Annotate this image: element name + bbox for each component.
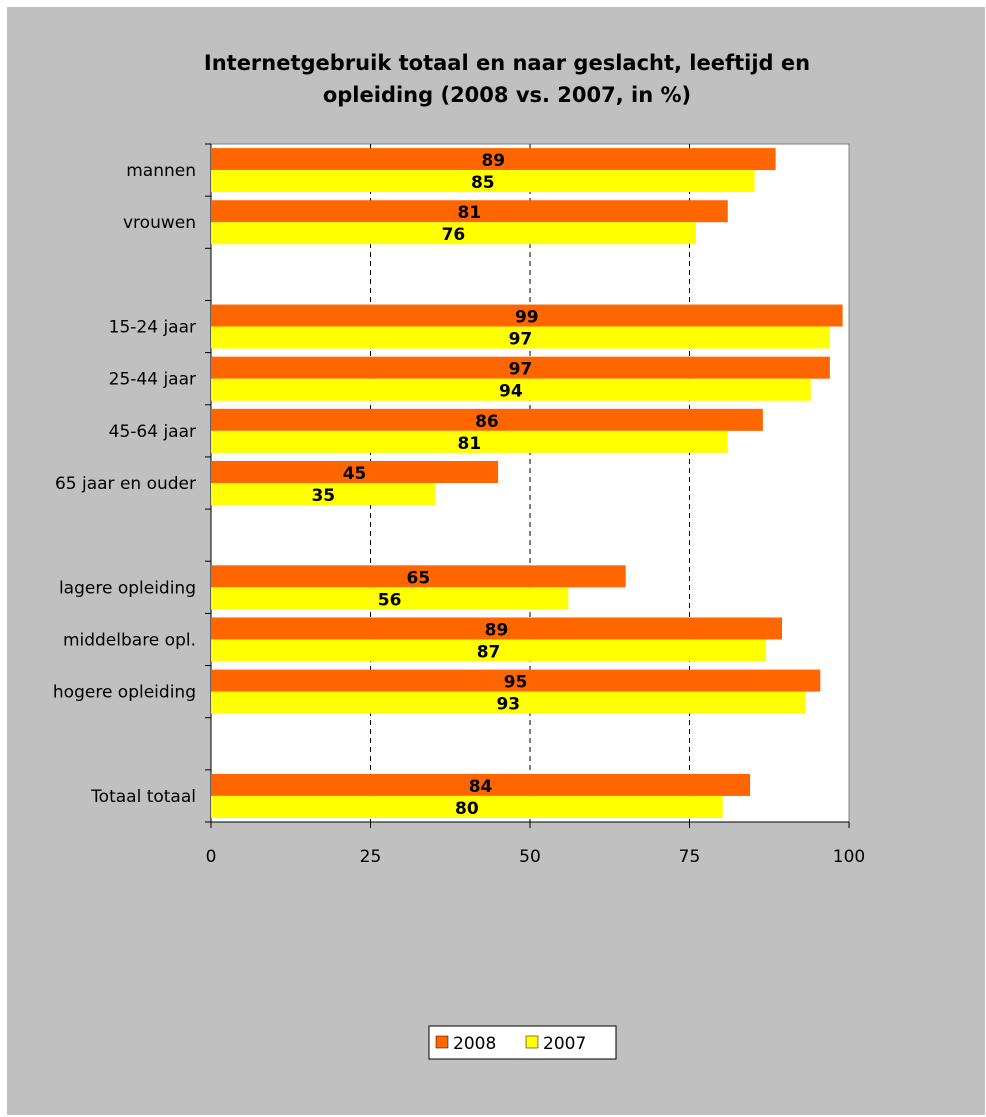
- bar-2007: [211, 691, 806, 714]
- legend-swatch-2008: [435, 1035, 449, 1049]
- chart-title-line-2: opleiding (2008 vs. 2007, in %): [322, 83, 692, 107]
- data-label-2007: 80: [455, 799, 479, 819]
- bar-2008: [211, 148, 776, 171]
- bar-2008: [211, 669, 821, 692]
- bar-2007: [211, 795, 723, 818]
- data-label-2008: 45: [343, 464, 367, 484]
- bar-2007: [211, 326, 830, 349]
- legend-box: [428, 1025, 617, 1060]
- data-label-2008: 89: [485, 620, 509, 640]
- data-label-2008: 86: [475, 412, 499, 432]
- bar-2007: [211, 587, 569, 610]
- bar-2008: [211, 773, 751, 796]
- bar-2007: [211, 222, 696, 245]
- data-label-2007: 81: [458, 434, 482, 454]
- data-label-2007: 56: [378, 590, 402, 610]
- bar-2008: [211, 356, 830, 379]
- category-label: lagere opleiding: [59, 578, 196, 598]
- data-label-2008: 84: [469, 777, 493, 797]
- x-tick-label: 75: [679, 847, 701, 867]
- bar-2007: [211, 170, 755, 193]
- data-label-2008: 97: [509, 360, 533, 380]
- x-tick-label: 100: [833, 847, 865, 867]
- category-label: hogere opleiding: [53, 683, 196, 703]
- x-tick-label: 0: [206, 847, 217, 867]
- bar-2008: [211, 565, 626, 588]
- category-label: 25-44 jaar: [109, 370, 196, 390]
- bar-2008: [211, 304, 843, 327]
- category-label: vrouwen: [123, 213, 196, 233]
- data-label-2008: 65: [407, 568, 431, 588]
- x-tick-label: 25: [360, 847, 382, 867]
- bar-2007: [211, 430, 728, 453]
- data-label-2008: 95: [504, 673, 528, 693]
- legend-swatch-2007: [525, 1035, 539, 1049]
- data-label-2007: 87: [477, 642, 501, 662]
- data-label-2008: 99: [515, 308, 539, 328]
- category-label: 65 jaar en ouder: [55, 474, 196, 494]
- category-label: Totaal totaal: [90, 787, 196, 807]
- bar-2007: [211, 639, 767, 662]
- data-label-2007: 97: [509, 330, 533, 350]
- bar-2008: [211, 461, 499, 483]
- legend-label-2007: 2007: [543, 1034, 586, 1054]
- bar-2007: [211, 483, 436, 505]
- data-label-2008: 81: [458, 203, 482, 223]
- category-label: mannen: [126, 161, 196, 181]
- x-tick-label: 50: [519, 847, 541, 867]
- data-label-2007: 35: [311, 486, 335, 506]
- category-label: 45-64 jaar: [109, 422, 196, 442]
- chart-title-line-1: Internetgebruik totaal en naar geslacht,…: [203, 51, 811, 75]
- bar-2007: [211, 378, 811, 401]
- bar-2008: [211, 200, 728, 223]
- category-label: middelbare opl.: [63, 630, 196, 650]
- bar-2008: [211, 408, 763, 431]
- data-label-2007: 85: [471, 173, 495, 193]
- data-label-2007: 94: [499, 382, 523, 402]
- category-label: 15-24 jaar: [109, 318, 196, 338]
- legend-label-2008: 2008: [453, 1034, 496, 1054]
- data-label-2008: 89: [481, 151, 505, 171]
- bar-2008: [211, 617, 783, 640]
- data-label-2007: 93: [496, 695, 520, 715]
- data-label-2007: 76: [442, 225, 466, 245]
- chart-title: Internetgebruik totaal en naar geslacht,…: [0, 47, 986, 111]
